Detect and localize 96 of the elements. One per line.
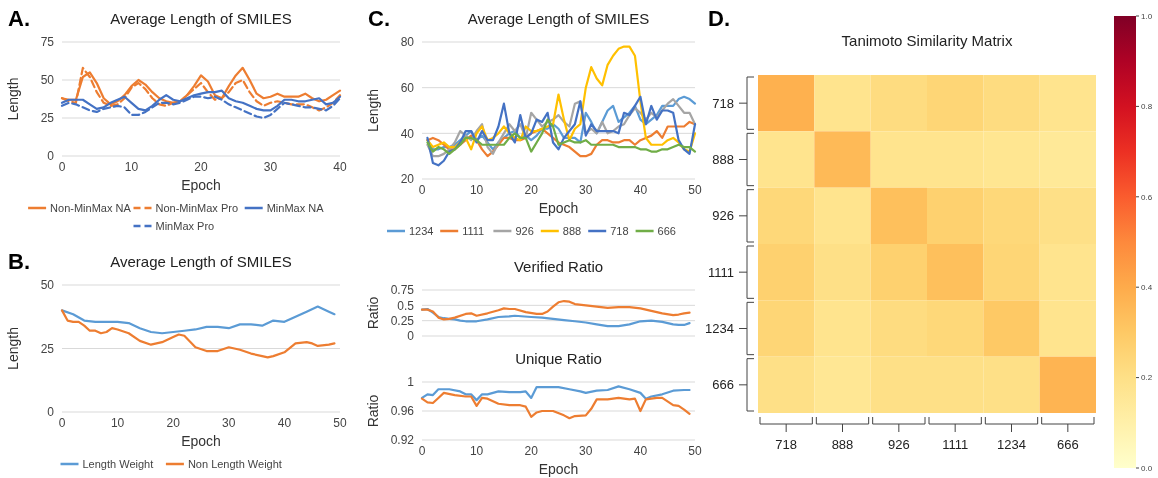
chart-title: Average Length of SMILES <box>467 10 650 27</box>
color-bar-label: 0.8 <box>1141 102 1153 112</box>
x-tick-label: 30 <box>579 444 593 458</box>
x-tick-label: 50 <box>333 416 347 430</box>
line-series <box>426 45 697 153</box>
legend-label: Non Length Weight <box>187 457 282 470</box>
chart-title: Average Length of SMILES <box>110 253 292 270</box>
y-tick-label: 0 <box>47 149 55 164</box>
y-tick-label: 25 <box>40 111 55 126</box>
legend-label: Non-MinMax Pro <box>155 201 239 214</box>
x-tick-label: 50 <box>688 183 702 197</box>
x-tick-label: 40 <box>633 444 648 458</box>
y-tick-label: 75 <box>40 35 55 50</box>
x-tick-label: 10 <box>469 444 484 458</box>
y-tick-label: 0.92 <box>390 433 415 448</box>
y-axis-title: Length <box>365 89 381 132</box>
text: D. <box>708 6 730 31</box>
y-axis-title: Ratio <box>365 394 381 428</box>
x-tick-label: 10 <box>124 160 139 174</box>
y-tick-label: 50 <box>40 73 55 88</box>
legend-label: 718 <box>610 224 629 237</box>
color-bar-label: 1.0 <box>1141 11 1153 21</box>
text: B. <box>8 249 30 274</box>
color-bar-label: 0.0 <box>1141 463 1153 473</box>
x-tick-label: 20 <box>166 416 181 430</box>
y-tick-label: 25 <box>40 341 55 356</box>
x-tick-label: 40 <box>277 416 292 430</box>
legend-label: MinMax Pro <box>155 219 215 232</box>
line-series <box>420 385 691 402</box>
y-tick-label: 0.75 <box>390 283 415 298</box>
x-tick-label: 40 <box>333 160 347 174</box>
x-tick-label: 0 <box>418 183 426 197</box>
text: A. <box>8 6 30 31</box>
x-axis-title: Epoch <box>538 461 579 477</box>
y-tick-label: 50 <box>40 278 55 293</box>
y-tick-label: 60 <box>400 80 415 95</box>
x-tick-label: 1234 <box>997 437 1026 452</box>
x-tick-label: 20 <box>524 444 539 458</box>
x-tick-label: 718 <box>775 437 798 452</box>
x-tick-label: 1111 <box>942 437 969 452</box>
x-axis-title: Epoch <box>181 177 221 193</box>
chart-title: Unique Ratio <box>515 350 602 367</box>
line-series <box>426 95 697 167</box>
y-tick-label: 0 <box>47 405 55 420</box>
chart-title: Average Length of SMILES <box>110 10 292 27</box>
y-tick-label: 926 <box>712 208 734 224</box>
x-tick-label: 0 <box>418 444 426 458</box>
text: C. <box>368 6 390 31</box>
legend-label: MinMax NA <box>266 201 325 214</box>
y-tick-label: 20 <box>400 172 415 187</box>
color-bar-label: 0.6 <box>1141 192 1153 202</box>
legend-label: 666 <box>657 224 676 237</box>
x-tick-label: 30 <box>263 160 278 174</box>
y-axis-title: Length <box>5 77 21 121</box>
y-tick-label: 718 <box>712 95 734 111</box>
color-bar-label: 0.2 <box>1141 373 1153 383</box>
y-tick-label: 0.96 <box>390 404 415 419</box>
legend-label: 1111 <box>462 224 485 237</box>
x-tick-label: 888 <box>831 437 854 452</box>
legend-label: Non-MinMax NA <box>50 201 132 214</box>
x-axis-title: Epoch <box>538 200 579 216</box>
x-tick-label: 10 <box>469 183 484 197</box>
y-axis-title: Length <box>5 327 21 370</box>
x-tick-label: 30 <box>222 416 236 430</box>
chart-title: Verified Ratio <box>513 258 604 275</box>
x-tick-label: 0 <box>58 160 66 174</box>
x-tick-label: 666 <box>1056 437 1079 452</box>
y-tick-label: 666 <box>712 377 734 393</box>
line-series <box>60 309 336 359</box>
y-tick-label: 0 <box>407 329 415 344</box>
legend-label: 888 <box>562 224 582 237</box>
x-tick-label: 40 <box>633 183 648 197</box>
y-tick-label: 80 <box>400 35 415 50</box>
x-tick-label: 20 <box>524 183 539 197</box>
y-tick-label: 1111 <box>707 264 734 280</box>
x-tick-label: 0 <box>58 416 66 430</box>
line-series <box>420 299 691 321</box>
x-axis-title: Epoch <box>181 433 221 449</box>
legend-label: Length Weight <box>82 457 154 470</box>
line-series <box>420 307 691 328</box>
y-tick-label: 0.25 <box>390 313 415 328</box>
chart-title: Tanimoto Similarity Matrix <box>841 32 1013 49</box>
x-tick-label: 10 <box>110 416 125 430</box>
x-tick-label: 20 <box>194 160 208 174</box>
x-tick-label: 50 <box>688 444 702 458</box>
y-tick-label: 40 <box>400 126 415 141</box>
line-series <box>60 305 336 335</box>
y-tick-label: 1234 <box>705 321 734 337</box>
x-tick-label: 926 <box>887 437 910 452</box>
color-bar-label: 0.4 <box>1141 283 1153 292</box>
y-tick-label: 1 <box>407 375 415 390</box>
legend-label: 926 <box>515 224 534 237</box>
y-axis-title: Ratio <box>365 296 381 330</box>
line-series <box>420 391 691 420</box>
x-tick-label: 30 <box>579 183 593 197</box>
y-tick-label: 0.5 <box>397 298 415 313</box>
